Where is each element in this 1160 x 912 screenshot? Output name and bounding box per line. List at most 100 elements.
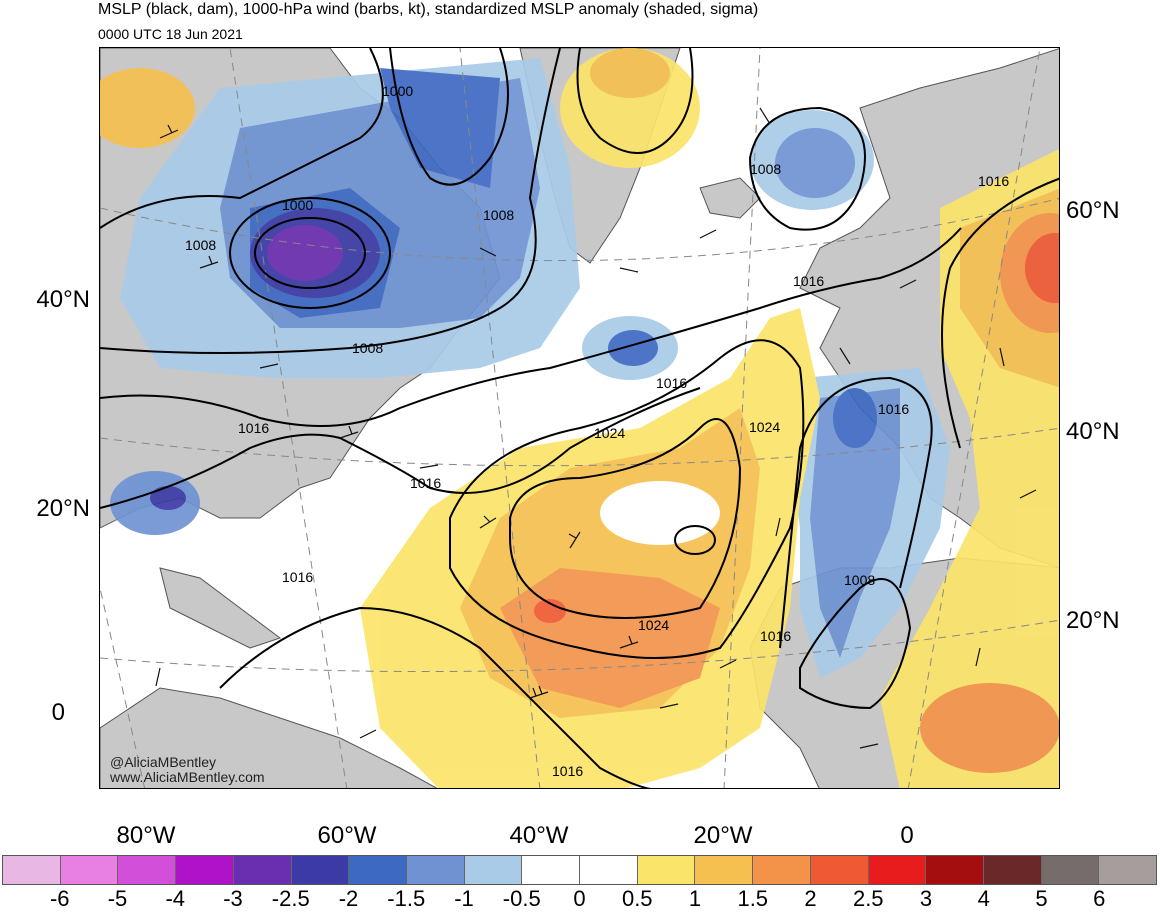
wind-barbs <box>155 107 1037 749</box>
colorbar-label: -3 <box>223 886 243 911</box>
isobars <box>100 48 1059 788</box>
colorbar-label: 4 <box>977 886 990 911</box>
contour-label: 1024 <box>638 617 669 633</box>
colorbar-label: -1.5 <box>387 886 426 911</box>
anomaly-neg-250-gulf <box>150 486 186 510</box>
contour-label: 1016 <box>552 763 583 779</box>
map-title: MSLP (black, dam), 1000-hPa wind (barbs,… <box>98 1 759 18</box>
isobar-1008-south <box>100 48 561 354</box>
lon-label: 80°W <box>116 822 176 849</box>
anomaly-colorbar <box>2 855 1157 885</box>
colorbar-label: 1.5 <box>737 886 769 911</box>
wind-barb <box>479 515 497 529</box>
contour-label: 1016 <box>793 273 824 289</box>
anomaly-neg-150-iceland <box>775 128 855 198</box>
colorbar-swatch <box>637 856 696 884</box>
lat-label-left: 20°N <box>36 495 90 522</box>
wind-barb <box>159 124 179 139</box>
colorbar-swatch <box>349 856 407 884</box>
isobar-992-low <box>254 217 366 289</box>
lon-label: 0 <box>900 822 914 849</box>
contour-label: 1008 <box>750 161 781 177</box>
colorbar-swatch <box>176 856 234 884</box>
contour-label: 1016 <box>978 173 1009 189</box>
colorbar-swatch <box>60 856 119 884</box>
contour-label: 1016 <box>410 475 441 491</box>
isobar-1016-south <box>219 606 651 788</box>
contour-label: 1016 <box>282 569 313 585</box>
land-iceland <box>699 177 761 219</box>
anomaly-pos-100-nw-corner <box>100 68 195 148</box>
colorbar-swatch <box>753 856 811 884</box>
land-caribbean <box>159 567 282 649</box>
colorbar-swatch <box>580 856 638 884</box>
contour-label: 1008 <box>352 340 383 356</box>
wind-barb <box>619 635 639 649</box>
colorbar-label: -0.5 <box>502 886 541 911</box>
isobar-1008-africa <box>799 578 912 710</box>
wind-barb <box>659 703 679 709</box>
colorbar-swatch <box>3 856 61 884</box>
isobar-1016-gulf <box>100 387 701 509</box>
contour-labels: 1000 1000 1008 1008 1008 1008 1016 1016 … <box>185 83 1009 779</box>
meridian-40w <box>459 48 541 788</box>
colorbar-label: 0.5 <box>621 886 653 911</box>
colorbar-label: -2 <box>338 886 359 911</box>
wind-barb <box>259 363 279 369</box>
credit-site: www.AliciaMBentley.com <box>110 769 265 785</box>
wind-barb <box>839 347 851 365</box>
colorbar-label: -6 <box>49 886 70 911</box>
wind-barb <box>859 743 879 749</box>
valid-time: 0000 UTC 18 Jun 2021 <box>98 26 243 42</box>
colorbar-swatch <box>406 856 465 884</box>
colorbar-label: 3 <box>919 886 933 911</box>
meridian-20w <box>723 48 761 788</box>
colorbar-swatch <box>522 856 581 884</box>
lat-label-right: 60°N <box>1066 197 1120 224</box>
colorbar-swatch <box>291 856 350 884</box>
weather-map: 1000 1000 1008 1008 1008 1008 1016 1016 … <box>99 47 1060 789</box>
contour-label: 1008 <box>844 572 875 588</box>
wind-barb <box>339 425 359 439</box>
lon-label: 60°W <box>317 822 377 849</box>
wind-barb <box>619 267 639 273</box>
isobar-1016-east <box>941 177 1059 449</box>
colorbar-swatch <box>233 856 292 884</box>
isobar-1016-west <box>100 227 962 427</box>
isobar-1016-greenland <box>576 48 694 154</box>
anomaly-shading <box>100 48 1059 788</box>
anomaly-neg-200-iberia <box>833 388 877 448</box>
isobar-1024-outer <box>449 339 805 659</box>
colorbar-label: 2 <box>804 886 817 911</box>
contour-label: 1016 <box>760 628 791 644</box>
wind-barb <box>699 229 717 239</box>
colorbar-label: 5 <box>1035 886 1048 911</box>
colorbar-label: 2.5 <box>852 886 884 911</box>
colorbar-label: 0 <box>573 886 586 911</box>
anomaly-neg-200-midatlantic <box>608 330 658 366</box>
colorbar-swatch <box>868 856 927 884</box>
isobar-1024-inner <box>509 418 742 619</box>
anomaly-pos-150-africa <box>920 683 1059 773</box>
contour-label: 1016 <box>238 420 269 436</box>
contour-label: 1000 <box>282 197 313 213</box>
lat-label-right: 40°N <box>1066 418 1120 445</box>
wind-barb <box>1019 489 1037 499</box>
isobar-1016-iberia <box>779 376 933 649</box>
colorbar-label: 6 <box>1093 886 1106 911</box>
wind-barb <box>479 247 497 257</box>
land-south-america <box>100 687 438 788</box>
contour-label: 1000 <box>382 83 413 99</box>
parallel-60n <box>100 197 1059 262</box>
wind-barb <box>529 685 549 699</box>
wind-barb <box>759 107 771 125</box>
colorbar-swatch <box>1099 856 1157 884</box>
wind-barb <box>568 531 581 549</box>
colorbar-swatch <box>1041 856 1100 884</box>
lat-label-left: 0 <box>51 699 65 726</box>
wind-barb <box>975 647 981 667</box>
colorbar-swatch <box>983 856 1042 884</box>
contour-label: 1016 <box>656 375 687 391</box>
colorbar-swatch <box>926 856 984 884</box>
anomaly-pos-250-east <box>1025 233 1059 303</box>
